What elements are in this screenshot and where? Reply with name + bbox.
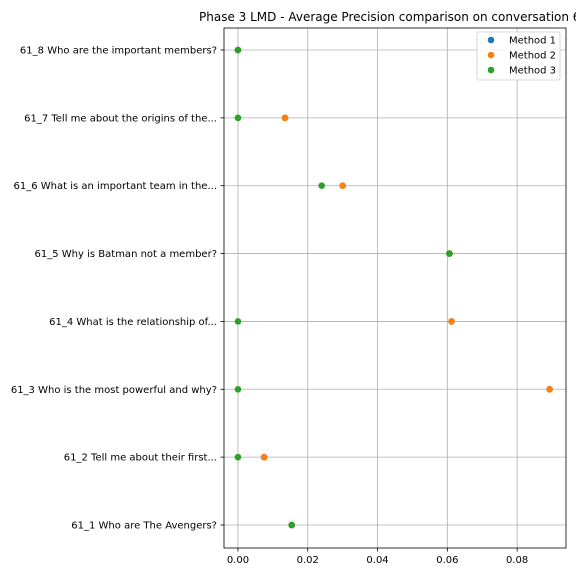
x-tick-label: 0.06 [436,555,458,566]
x-tick-label: 0.02 [297,555,319,566]
legend-marker [487,66,495,74]
plot-frame [223,27,567,549]
data-point-method-3 [234,385,242,393]
x-tick-label: 0.00 [227,555,249,566]
legend-marker [487,51,495,59]
y-tick-label: 61_8 Who are the important members? [20,46,217,57]
legend-label: Method 2 [509,51,556,62]
legend-label: Method 1 [509,36,556,47]
y-tick-label: 61_4 What is the relationship of... [49,317,217,328]
data-point-method-3 [234,114,242,122]
chart-title: Phase 3 LMD - Average Precision comparis… [199,10,576,24]
data-point-method-2 [281,114,289,122]
data-point-method-3 [318,182,326,190]
data-point-method-3 [234,453,242,461]
legend-marker [487,36,495,44]
x-axis: 0.00 0.02 0.04 0.06 0.08 [227,548,528,566]
y-tick-label: 61_1 Who are The Avengers? [71,521,217,532]
y-tick-label: 61_3 Who is the most powerful and why? [11,385,217,396]
data-point-method-3 [446,250,453,257]
y-axis: 61_1 Who are The Avengers? 61_2 Tell me a… [11,46,224,532]
grid-lines [224,28,566,548]
legend-box [476,31,561,81]
data-point-method-3 [234,318,242,325]
data-points [234,46,553,529]
data-point-method-2 [260,453,268,461]
data-point-method-3 [234,46,242,54]
x-tick-label: 0.04 [366,555,388,566]
legend-label: Method 3 [509,66,556,77]
y-tick-label: 61_6 What is an important team in the... [14,181,217,192]
legend: Method 1 Method 2 Method 3 [476,31,561,81]
data-point-method-2 [546,385,553,393]
y-tick-label: 61_2 Tell me about their first... [64,453,217,464]
data-point-method-3 [288,521,296,529]
y-tick-label: 61_5 Why is Batman not a member? [35,249,217,260]
x-tick-label: 0.08 [506,555,528,566]
data-point-method-2 [339,182,346,190]
y-tick-label: 61_7 Tell me about the origins of the... [24,113,217,124]
data-point-method-2 [448,318,455,325]
